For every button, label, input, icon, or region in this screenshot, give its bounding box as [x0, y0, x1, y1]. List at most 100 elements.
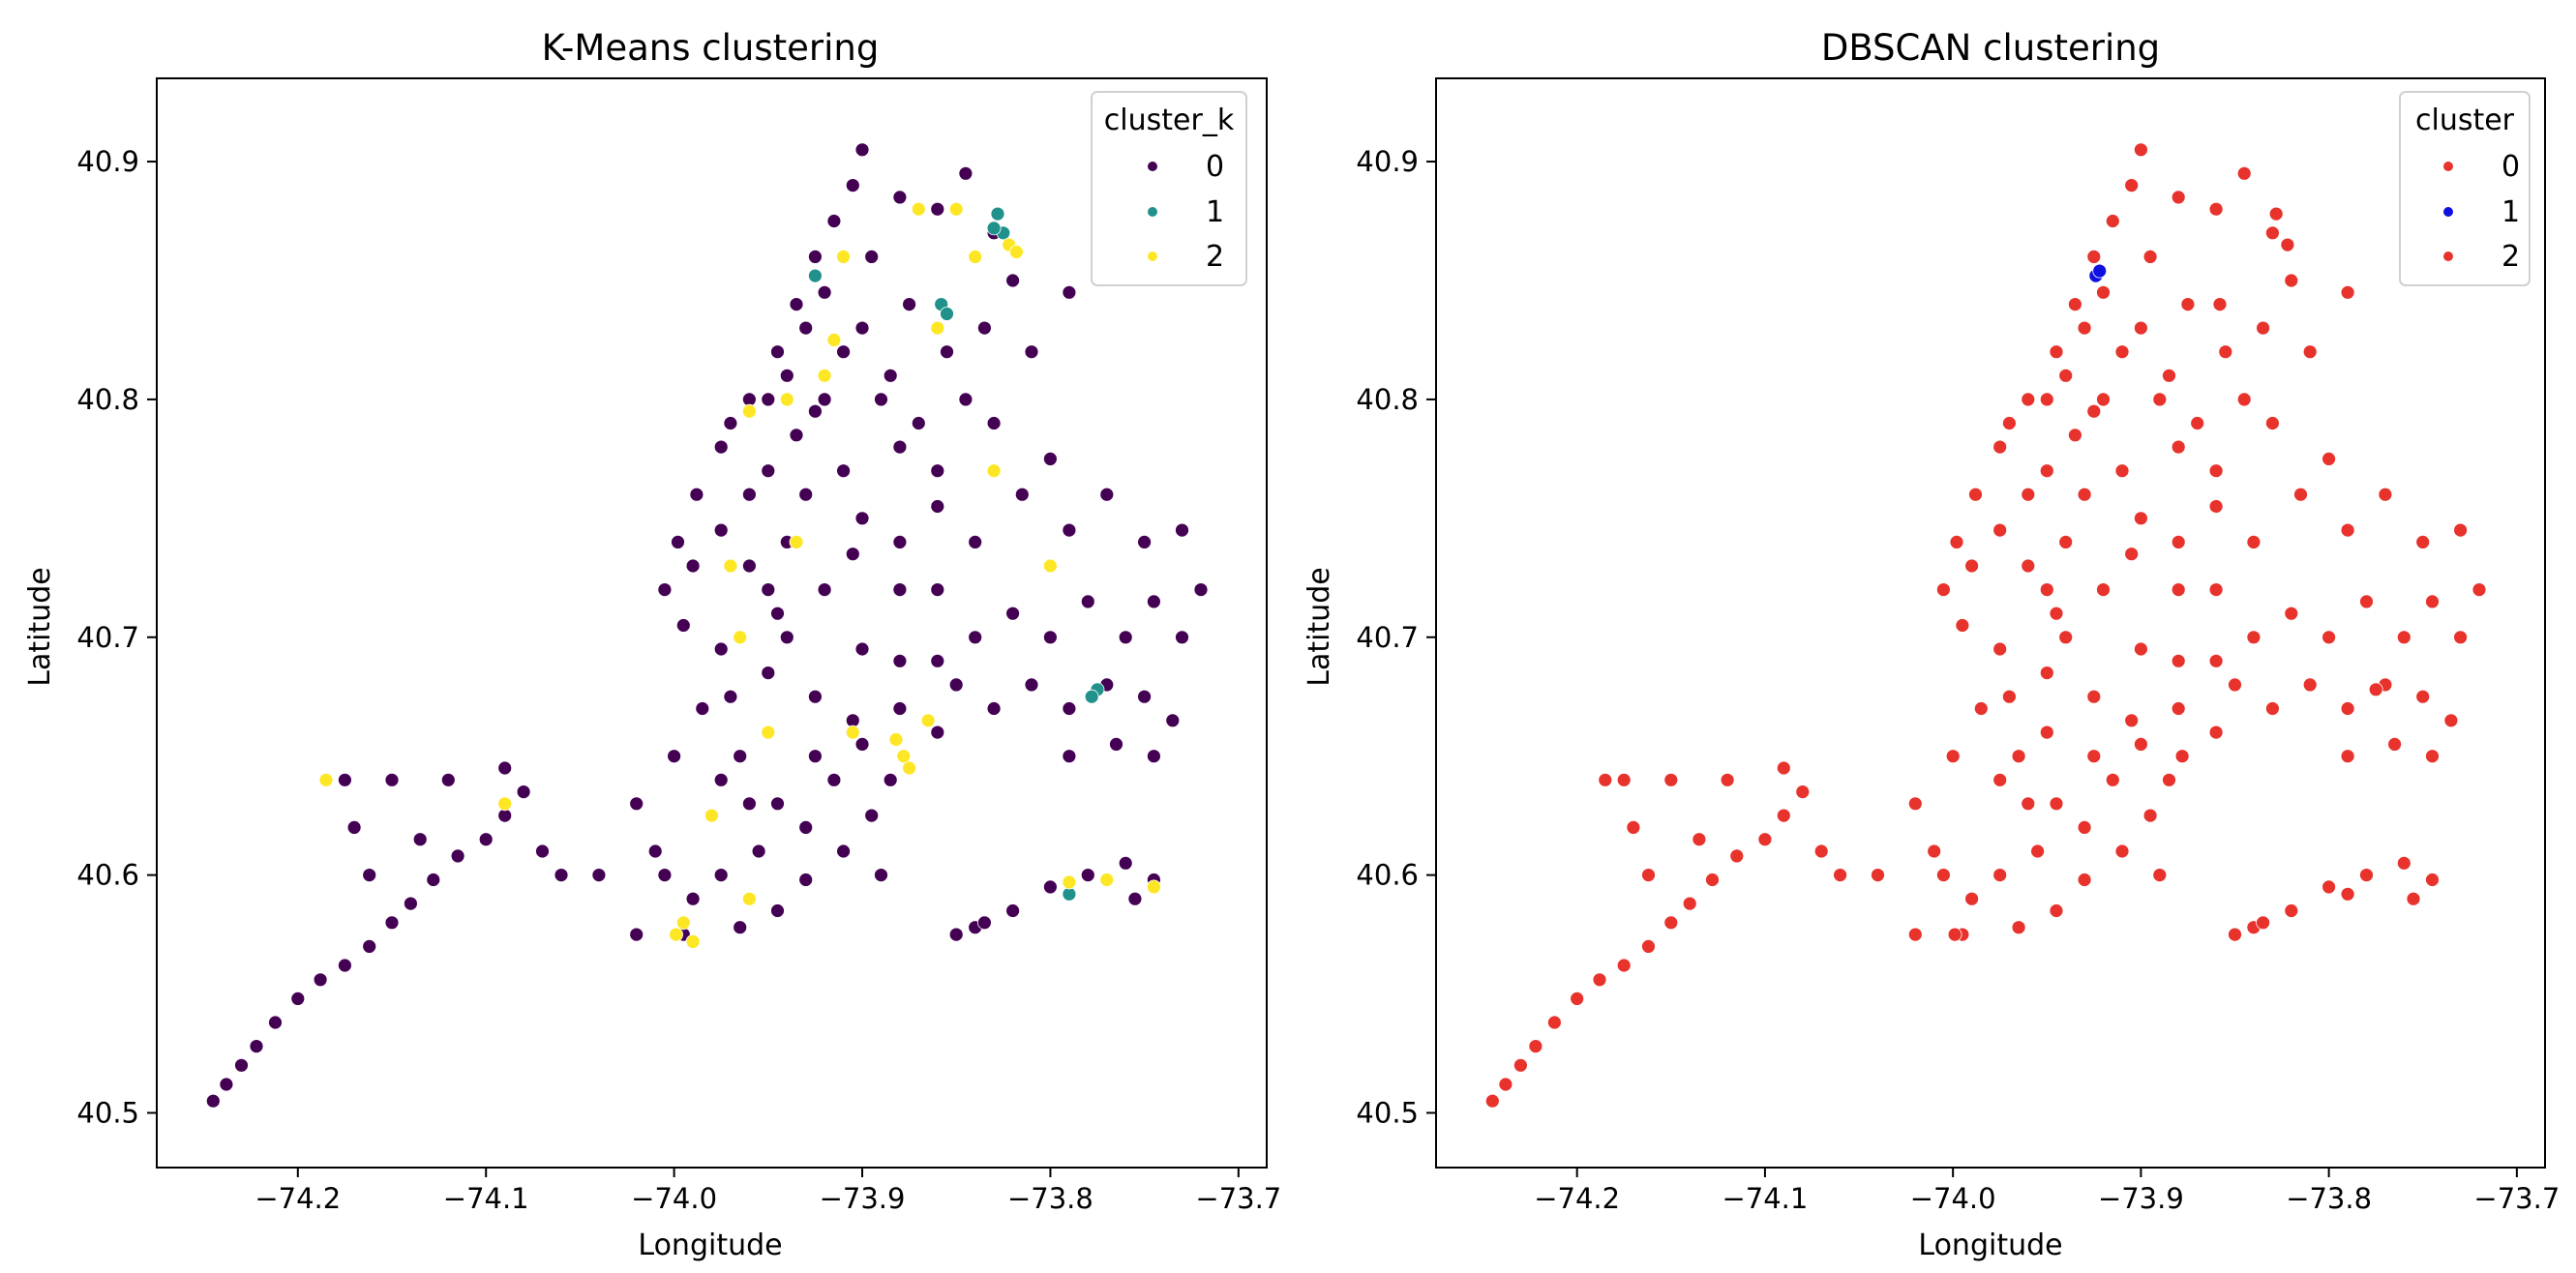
dbscan-point-series-0-11	[1705, 873, 1720, 887]
kmeans-point-series-0-75	[892, 535, 908, 549]
kmeans-point-series-0-22	[497, 760, 513, 776]
kmeans-point-series-2-21	[1147, 879, 1161, 895]
kmeans-point-series-0-126	[742, 796, 757, 812]
dbscan-point-series-0-99	[2049, 606, 2064, 621]
dbscan-point-series-0-19	[1616, 772, 1632, 787]
kmeans-point-series-0-24	[554, 868, 569, 882]
dbscan-point-series-0-35	[1907, 796, 1923, 812]
kmeans-point-series-0-112	[1137, 689, 1152, 704]
dbscan-point-series-0-40	[2086, 749, 2102, 764]
dbscan-point-series-0-55	[2124, 178, 2140, 193]
kmeans-point-series-0-77	[968, 535, 983, 549]
kmeans-point-series-0-10	[403, 896, 418, 911]
dbscan-point-series-0-9	[1663, 915, 1679, 931]
kmeans-point-series-0-18	[346, 820, 362, 835]
kmeans-point-series-0-142	[789, 428, 804, 443]
dbscan-axes-frame	[1435, 77, 2546, 1169]
dbscan-point-series-0-159	[2368, 682, 2383, 697]
kmeans-point-series-1-5	[808, 268, 823, 283]
kmeans-point-series-0-86	[1147, 594, 1161, 609]
kmeans-point-series-0-119	[854, 737, 870, 752]
kmeans-point-series-0-94	[854, 641, 870, 657]
dbscan-point-series-0-109	[2302, 677, 2318, 693]
kmeans-x-tick-label: −73.9	[820, 1182, 906, 1215]
kmeans-point-series-1-0	[990, 206, 1005, 222]
dbscan-legend-marker-2	[2443, 252, 2453, 261]
kmeans-point-series-0-135	[1118, 855, 1133, 871]
dbscan-point-series-0-81	[2378, 487, 2393, 502]
dbscan-point-series-0-147	[2077, 320, 2092, 336]
kmeans-point-series-2-31	[779, 392, 794, 407]
dbscan-point-series-0-33	[2162, 772, 2176, 787]
dbscan-point-series-0-144	[2001, 416, 2017, 430]
dbscan-point-series-0-160	[2340, 886, 2355, 902]
dbscan-point-series-0-133	[2321, 879, 2337, 895]
dbscan-point-series-0-127	[1992, 772, 2008, 787]
kmeans-point-series-0-31	[836, 844, 851, 859]
kmeans-point-series-0-54	[826, 214, 842, 228]
kmeans-point-series-0-121	[798, 820, 814, 835]
dbscan-point-series-0-108	[2264, 701, 2280, 716]
dbscan-y-tick-label: 40.6	[1356, 859, 1419, 892]
dbscan-x-tick-label: −73.7	[2473, 1182, 2560, 1215]
dbscan-point-series-0-53	[2086, 249, 2102, 264]
dbscan-point-series-0-30	[2077, 873, 2092, 887]
kmeans-point-series-0-63	[940, 344, 954, 360]
kmeans-point-series-0-108	[986, 701, 1002, 716]
dbscan-y-tick-label: 40.9	[1356, 145, 1419, 178]
dbscan-point-series-0-91	[2246, 630, 2261, 645]
kmeans-y-tick-label: 40.6	[76, 859, 139, 892]
kmeans-point-series-0-70	[817, 392, 832, 407]
kmeans-point-series-0-67	[883, 368, 898, 383]
dbscan-point-series-0-21	[1720, 772, 1735, 787]
kmeans-point-series-2-4	[675, 915, 691, 931]
kmeans-point-series-0-38	[733, 749, 748, 764]
kmeans-axes-frame	[156, 77, 1268, 1169]
dbscan-point-series-0-42	[2086, 689, 2102, 704]
kmeans-point-series-2-26	[1043, 558, 1058, 574]
dbscan-x-tick-label: −74.0	[1910, 1182, 1996, 1215]
dbscan-legend-label-2: 2	[2501, 240, 2520, 274]
kmeans-point-series-0-81	[1099, 487, 1115, 502]
dbscan-point-series-0-74	[2133, 511, 2148, 526]
kmeans-y-ticks: 40.5 40.6 40.7 40.8 40.9	[76, 145, 157, 1129]
kmeans-point-series-2-13	[742, 403, 757, 419]
kmeans-point-series-0-101	[713, 522, 729, 538]
dbscan-point-series-0-157	[2280, 237, 2295, 252]
dbscan-point-series-0-107	[2228, 677, 2242, 693]
kmeans-point-series-0-33	[883, 772, 898, 787]
dbscan-points	[1484, 142, 2487, 1109]
kmeans-point-series-0-8	[362, 939, 377, 954]
kmeans-x-ticks: −74.2 −74.1 −74.0 −73.9 −73.8 −73.7	[255, 1168, 1281, 1215]
kmeans-point-series-0-145	[761, 392, 776, 407]
dbscan-point-series-1-1	[2092, 263, 2108, 279]
kmeans-point-series-0-23	[412, 832, 428, 847]
kmeans-legend-entry-0: 0	[1148, 150, 1224, 184]
dbscan-point-series-0-138	[2228, 927, 2242, 942]
dbscan-legend-label-0: 0	[2501, 150, 2520, 184]
kmeans-point-series-2-15	[948, 201, 964, 217]
kmeans-point-series-0-51	[770, 344, 785, 360]
dbscan-point-series-0-52	[2067, 297, 2082, 312]
kmeans-point-series-1-2	[986, 221, 1002, 236]
kmeans-point-series-0-78	[1014, 487, 1030, 502]
kmeans-point-series-0-125	[657, 868, 673, 882]
dbscan-point-series-0-0	[1484, 1093, 1500, 1109]
kmeans-point-series-0-66	[854, 320, 870, 336]
dbscan-point-series-0-122	[2030, 844, 2046, 859]
kmeans-legend-label-2: 2	[1206, 240, 1224, 274]
dbscan-point-series-0-17	[1641, 868, 1656, 882]
kmeans-point-series-2-28	[704, 808, 719, 823]
dbscan-point-series-0-87	[2396, 630, 2411, 645]
kmeans-point-series-0-55	[845, 178, 860, 193]
kmeans-point-series-0-5	[290, 992, 306, 1006]
kmeans-point-series-2-0	[896, 749, 912, 764]
kmeans-point-series-0-147	[798, 320, 814, 336]
kmeans-point-series-0-144	[723, 416, 738, 430]
dbscan-x-axis-label: Longitude	[1918, 1229, 2062, 1262]
kmeans-point-series-0-40	[808, 749, 823, 764]
dbscan-point-series-0-15	[1795, 785, 1811, 799]
kmeans-point-series-0-29	[770, 903, 785, 918]
kmeans-point-series-0-124	[685, 891, 701, 906]
kmeans-point-series-0-32	[864, 808, 880, 823]
